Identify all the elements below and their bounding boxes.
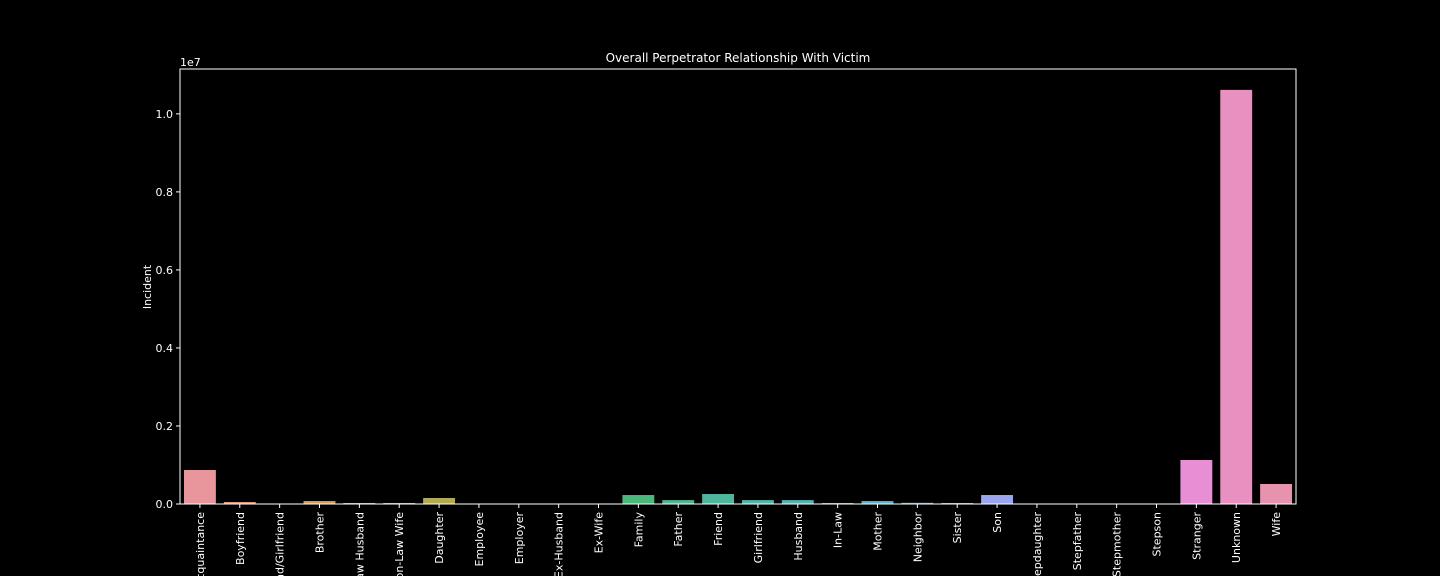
bar [981, 495, 1014, 504]
x-tick-label: Father [672, 512, 685, 547]
x-tick-label: Employer [513, 512, 526, 565]
x-tick-label: Employee [473, 512, 486, 567]
x-tick-label: Stepmother [1111, 512, 1124, 576]
x-tick-label: In-Law [832, 512, 845, 548]
y-tick-label: 0.8 [156, 186, 174, 199]
x-tick-label: Boyfriend/Girlfriend [274, 512, 287, 576]
bar [383, 502, 416, 504]
x-tick-label: Mother [872, 512, 885, 551]
bar [223, 502, 256, 504]
bar [901, 502, 934, 504]
x-tick-label: Common-Law Husband [353, 512, 366, 576]
bar [1180, 459, 1213, 504]
y-tick-label: 0.6 [156, 264, 174, 277]
x-tick-label: Son [991, 512, 1004, 533]
x-tick-label: Friend [712, 512, 725, 546]
x-tick-label: Girlfriend [752, 512, 765, 563]
y-tick-label: 1.0 [156, 108, 174, 121]
x-tick-label: Stepson [1151, 512, 1164, 557]
bar [622, 495, 655, 504]
bar [183, 469, 216, 504]
bar [423, 497, 456, 504]
x-tick-label: Wife [1270, 512, 1283, 537]
bar [343, 502, 376, 504]
x-tick-label: Unknown [1230, 512, 1243, 563]
x-tick-label: Husband [792, 512, 805, 561]
x-tick-label: Boyfriend [234, 512, 247, 565]
x-tick-label: Stranger [1190, 512, 1203, 560]
bar [821, 502, 854, 504]
chart-title: Overall Perpetrator Relationship With Vi… [606, 51, 871, 65]
x-tick-label: Daughter [433, 512, 446, 564]
y-axis-label: Incident [141, 264, 154, 309]
bar [861, 500, 894, 504]
bar [1220, 89, 1253, 505]
bar [303, 500, 336, 504]
y-tick-label: 0.2 [156, 420, 174, 433]
bar [941, 502, 974, 504]
bar [781, 500, 814, 504]
y-tick-label: 0.0 [156, 498, 174, 511]
bar [1260, 483, 1293, 504]
bar [702, 494, 735, 504]
x-tick-label: Common-Law Wife [393, 512, 406, 576]
x-tick-label: Stepdaughter [1031, 512, 1044, 576]
x-tick-label: Stepfather [1071, 512, 1084, 571]
x-tick-label: Sister [951, 512, 964, 544]
y-tick-label: 0.4 [156, 342, 174, 355]
x-tick-label: Ex-Husband [553, 512, 566, 576]
bar [662, 500, 695, 504]
axis-offset-label: 1e7 [180, 56, 201, 69]
x-tick-label: Family [632, 512, 645, 548]
x-tick-label: Brother [314, 512, 327, 554]
x-tick-label: Acquaintance [194, 512, 207, 576]
bar [741, 500, 774, 504]
x-tick-label: Neighbor [911, 512, 924, 563]
plot-frame [179, 68, 1297, 505]
x-tick-label: Ex-Wife [593, 512, 606, 554]
